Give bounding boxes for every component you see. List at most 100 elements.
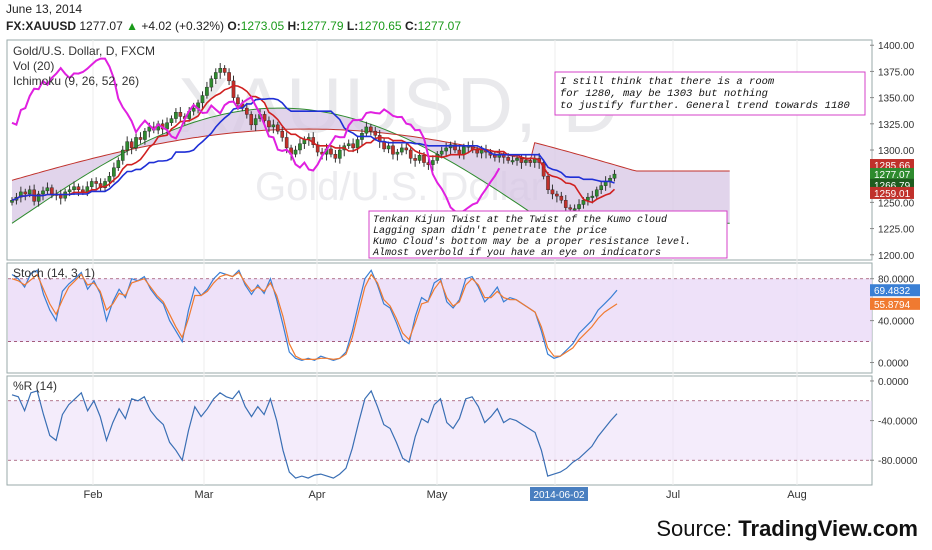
candle-body-38[interactable]	[178, 112, 183, 117]
candle-body-49[interactable]	[227, 72, 231, 82]
candle-body-13[interactable]	[67, 189, 72, 193]
candle-body-60[interactable]	[276, 124, 280, 132]
candle-body-89[interactable]	[404, 147, 409, 151]
candle-body-117[interactable]	[528, 160, 533, 163]
candle-body-114[interactable]	[515, 158, 519, 161]
candle-body-123[interactable]	[555, 193, 559, 197]
candle-body-126[interactable]	[568, 207, 572, 210]
candle-body-102[interactable]	[462, 146, 466, 155]
candle-body-35[interactable]	[165, 122, 169, 130]
candle-body-93[interactable]	[422, 155, 426, 163]
candle-body-65[interactable]	[298, 143, 302, 151]
candle-body-47[interactable]	[218, 68, 223, 73]
candle-body-122[interactable]	[550, 189, 555, 195]
candle-body-31[interactable]	[147, 126, 152, 132]
candle-body-127[interactable]	[572, 208, 577, 211]
candle-body-50[interactable]	[231, 80, 236, 98]
candle-body-131[interactable]	[590, 195, 595, 198]
candle-body-112[interactable]	[506, 157, 510, 161]
candle-body-124[interactable]	[559, 195, 564, 201]
note-twist[interactable]: Tenkan Kijun Twist at the Twist of the K…	[368, 210, 728, 259]
candle-body-26[interactable]	[125, 141, 129, 151]
candle-body-77[interactable]	[351, 143, 355, 149]
candle-body-81[interactable]	[369, 126, 373, 132]
note-room[interactable]: I still think that there is a room for 1…	[554, 71, 866, 116]
candle-body-95[interactable]	[431, 160, 435, 165]
candle-body-113[interactable]	[510, 160, 515, 163]
candle-body-61[interactable]	[280, 130, 285, 138]
candle-body-80[interactable]	[364, 126, 369, 134]
candle-body-133[interactable]	[599, 185, 603, 191]
candle-body-53[interactable]	[244, 107, 249, 115]
candle-body-15[interactable]	[76, 186, 81, 191]
candle-body-21[interactable]	[103, 181, 107, 188]
candle-body-116[interactable]	[524, 160, 528, 163]
candle-body-90[interactable]	[408, 149, 413, 159]
candle-body-115[interactable]	[519, 158, 524, 163]
candle-body-100[interactable]	[453, 144, 457, 151]
candle-body-7[interactable]	[41, 190, 45, 195]
candle-body-106[interactable]	[479, 149, 484, 154]
candle-body-22[interactable]	[107, 175, 112, 182]
candle-body-3[interactable]	[23, 191, 28, 195]
candle-body-2[interactable]	[19, 191, 23, 198]
candle-body-16[interactable]	[81, 189, 85, 193]
price-chart[interactable]: XAUUSD, D Gold/U.S. Dollar 1400.001375.0…	[0, 0, 932, 510]
candle-body-8[interactable]	[45, 187, 50, 192]
candle-body-129[interactable]	[581, 200, 586, 205]
candle-body-57[interactable]	[262, 114, 267, 121]
candle-body-11[interactable]	[58, 194, 63, 199]
candle-body-23[interactable]	[112, 167, 116, 177]
candle-body-72[interactable]	[329, 148, 333, 155]
candle-body-41[interactable]	[191, 107, 196, 112]
candle-body-54[interactable]	[249, 114, 254, 126]
candle-body-43[interactable]	[200, 95, 205, 104]
candle-body-9[interactable]	[50, 187, 54, 195]
candle-body-24[interactable]	[116, 160, 121, 169]
candle-body-64[interactable]	[293, 149, 298, 155]
candle-body-84[interactable]	[382, 141, 386, 150]
candle-body-27[interactable]	[129, 141, 134, 149]
candle-body-101[interactable]	[457, 149, 462, 155]
candle-body-58[interactable]	[267, 120, 271, 128]
date-cursor-tag[interactable]	[530, 487, 588, 501]
candle-body-28[interactable]	[134, 137, 138, 149]
candle-body-14[interactable]	[72, 186, 76, 191]
candle-body-48[interactable]	[222, 68, 227, 73]
candle-body-91[interactable]	[413, 158, 417, 161]
candle-body-59[interactable]	[271, 124, 276, 128]
candle-body-109[interactable]	[493, 155, 497, 158]
candle-body-18[interactable]	[89, 181, 94, 187]
candle-body-105[interactable]	[475, 149, 479, 154]
candle-body-132[interactable]	[594, 189, 599, 197]
candle-body-92[interactable]	[417, 155, 422, 161]
candle-body-51[interactable]	[236, 97, 240, 105]
candle-body-88[interactable]	[400, 147, 404, 153]
candle-body-6[interactable]	[36, 193, 41, 202]
candle-body-125[interactable]	[563, 200, 568, 208]
candle-body-55[interactable]	[253, 118, 258, 126]
candle-body-74[interactable]	[338, 149, 342, 159]
candle-body-76[interactable]	[346, 143, 351, 147]
candle-body-45[interactable]	[209, 78, 214, 88]
candle-body-30[interactable]	[143, 130, 147, 140]
candle-body-46[interactable]	[213, 72, 218, 79]
candle-body-4[interactable]	[27, 189, 32, 195]
symbol[interactable]: FX:XAUUSD	[6, 19, 77, 33]
candle-body-73[interactable]	[333, 153, 338, 159]
candle-body-97[interactable]	[439, 150, 444, 155]
candle-body-44[interactable]	[205, 86, 209, 96]
candle-body-121[interactable]	[546, 175, 550, 191]
candle-body-25[interactable]	[120, 149, 125, 161]
candle-body-82[interactable]	[373, 130, 378, 136]
candle-body-85[interactable]	[386, 145, 391, 150]
candle-body-69[interactable]	[315, 144, 320, 153]
candle-body-20[interactable]	[98, 183, 103, 188]
candle-body-86[interactable]	[391, 145, 395, 155]
candle-body-29[interactable]	[138, 137, 143, 140]
candle-body-62[interactable]	[284, 137, 289, 149]
candle-body-19[interactable]	[94, 181, 98, 184]
candle-body-98[interactable]	[444, 147, 448, 152]
candle-body-87[interactable]	[395, 151, 400, 155]
candle-body-130[interactable]	[586, 196, 590, 201]
